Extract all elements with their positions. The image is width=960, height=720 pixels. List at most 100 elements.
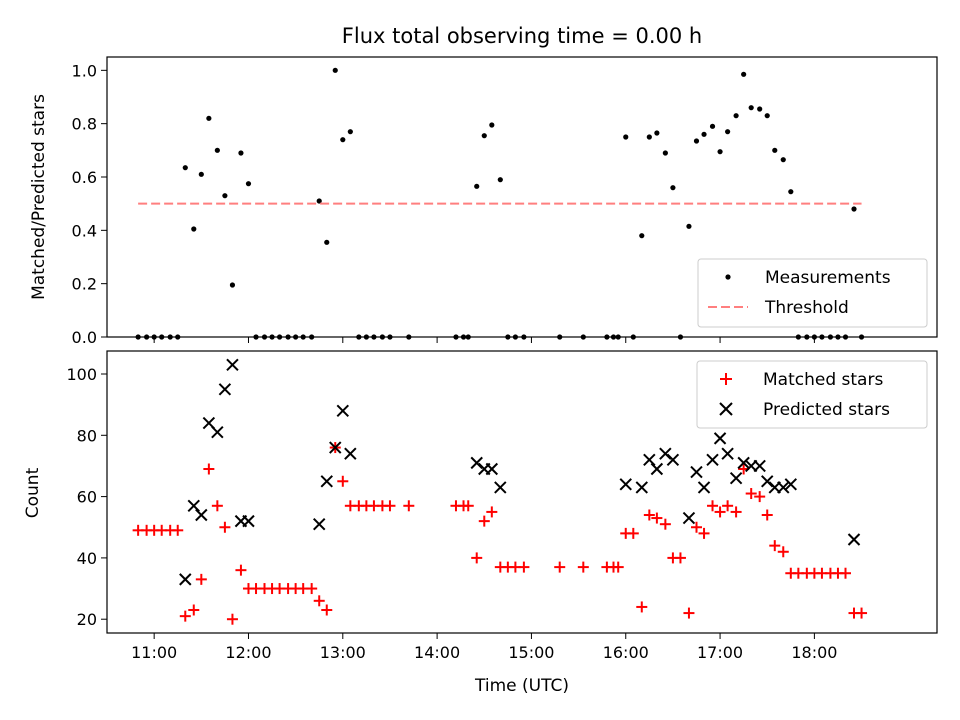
chart-title: Flux total observing time = 0.00 h [342,24,702,48]
point-matched-stars [745,488,757,500]
point-measurements [646,134,652,140]
point-measurements [654,130,660,136]
y-tick-label: 80 [77,426,97,445]
top-plot-frame [106,56,938,338]
point-predicted-stars [761,475,774,488]
point-predicted-stars [721,447,734,460]
y-tick-label: 0.6 [72,168,97,187]
point-predicted-stars [635,481,648,494]
legend-marker-predicted-stars [719,402,733,416]
x-stroke-2 [195,508,208,522]
point-predicted-stars [706,453,719,467]
point-measurements [701,131,707,137]
point-predicted-stars [729,471,743,485]
y-tick-label: 0.8 [72,115,97,134]
x-stroke-2 [470,456,483,470]
point-measurements [340,137,346,143]
point-predicted-stars [187,499,200,513]
point-predicted-stars [847,533,861,546]
x-stroke-2 [690,465,703,479]
point-predicted-stars [195,508,208,522]
x-stroke-2 [847,533,861,546]
x-stroke-2 [619,478,632,491]
x-stroke-2 [650,462,664,476]
point-matched-stars [554,561,566,573]
point-matched-stars [219,521,231,533]
point-measurements [497,177,503,183]
point-measurements [229,282,236,288]
point-predicted-stars [784,478,798,491]
x-stroke-2 [202,416,216,430]
point-predicted-stars [697,481,711,494]
point-predicted-stars [329,441,342,454]
point-matched-stars [172,524,184,536]
point-predicted-stars [666,453,680,467]
point-predicted-stars [619,478,632,491]
point-matched-stars [462,500,474,512]
point-matched-stars [188,604,200,616]
point-matched-stars [471,552,483,564]
point-matched-stars [636,601,648,613]
point-matched-stars [777,546,789,558]
point-measurements [741,71,747,77]
point-matched-stars [337,475,349,487]
point-measurements [780,157,786,163]
point-predicted-stars [242,514,255,528]
point-predicted-stars [313,517,326,531]
point-matched-stars [690,521,702,533]
point-predicted-stars [226,358,239,372]
legend-marker-measurements [725,274,731,280]
point-measurements [788,189,794,195]
point-matched-stars [179,610,191,622]
point-measurements [764,113,770,119]
x-stroke-2 [737,456,750,470]
y-tick-label: 40 [77,549,97,568]
point-measurements [316,198,322,204]
point-matched-stars [683,607,695,619]
top-plot-area: 0.0 0.2 0.4 0.6 0.8 1.0 [72,61,865,347]
point-matched-stars [211,500,223,512]
point-matched-stars [313,595,325,607]
point-matched-stars [707,500,719,512]
point-matched-stars [730,506,742,518]
x-stroke-2 [753,459,766,473]
point-matched-stars [674,552,686,564]
point-matched-stars [761,509,773,521]
point-measurements [481,133,487,139]
point-predicted-stars [211,426,224,439]
point-measurements [709,123,716,129]
x-stroke-2 [313,517,326,531]
point-measurements [686,223,692,229]
point-predicted-stars [690,465,703,479]
y-tick-label: 100 [66,365,97,384]
point-matched-stars [306,583,318,595]
point-predicted-stars [659,447,672,460]
point-measurements [206,115,212,121]
point-measurements [717,149,723,155]
x-stroke-2 [218,383,232,396]
x-stroke-2 [784,478,798,491]
x-stroke-2 [761,475,774,488]
x-stroke-2 [187,499,200,513]
point-predicted-stars [777,481,790,494]
x-tick-label: 17:00 [697,643,743,662]
bottom-plot-frame [106,350,938,634]
x-stroke-2 [344,447,357,460]
point-predicted-stars [643,453,656,467]
point-measurements [245,181,252,187]
point-predicted-stars [336,404,350,417]
legend-label-matched-stars: Matched stars [763,370,883,390]
x-stroke-2 [179,573,192,586]
point-measurements [733,113,739,119]
x-stroke-2 [777,481,790,494]
point-matched-stars [722,500,734,512]
point-measurements [182,165,188,171]
point-predicted-stars [320,475,333,488]
point-matched-stars [518,561,530,573]
bottom-y-axis-label: Count [23,467,43,518]
legend-label-predicted-stars: Predicted stars [763,400,890,420]
x-stroke-2 [643,453,656,467]
point-measurements [851,206,857,212]
x-axis-label: Time (UTC) [474,676,569,696]
y-tick-label: 0.4 [72,221,97,240]
